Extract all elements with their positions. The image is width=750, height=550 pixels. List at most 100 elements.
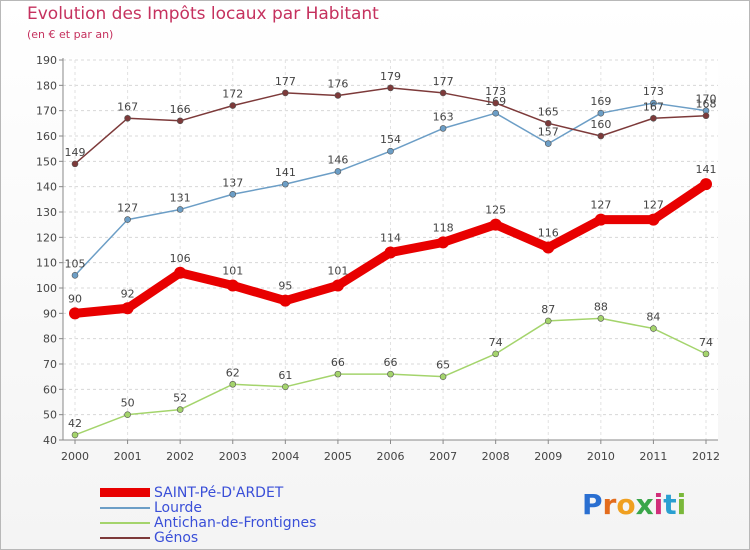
x-tick-label: 2000: [61, 450, 89, 463]
data-label: 173: [643, 85, 664, 98]
data-point: [594, 213, 607, 226]
x-tick-label: 2003: [219, 450, 247, 463]
x-tick-label: 2006: [377, 450, 405, 463]
data-label: 173: [485, 85, 506, 98]
data-point: [124, 216, 131, 223]
data-point: [597, 132, 605, 140]
data-point: [700, 178, 712, 191]
data-point: [334, 168, 342, 175]
data-label: 167: [117, 100, 138, 113]
data-label: 61: [278, 369, 292, 382]
data-point: [650, 325, 657, 332]
data-point: [176, 406, 184, 413]
data-label: 66: [331, 356, 345, 369]
legend-label: Lourde: [154, 499, 203, 516]
logo-letter: r: [602, 488, 617, 521]
data-label: 137: [222, 176, 243, 189]
data-point: [647, 213, 660, 226]
data-label: 166: [170, 103, 191, 116]
y-tick-label: 190: [36, 54, 57, 67]
legend-swatch: [100, 521, 150, 524]
legend: SAINT-Pé-D'ARDET Lourde Antichan-de-Fronti…: [100, 484, 317, 546]
data-point: [489, 218, 502, 231]
data-point: [226, 279, 239, 292]
data-label: 50: [121, 397, 135, 410]
y-tick-label: 130: [36, 206, 57, 219]
data-point: [439, 373, 447, 380]
data-point: [384, 246, 397, 259]
data-point: [334, 370, 342, 378]
logo-letter: i: [653, 488, 664, 521]
data-label: 74: [699, 336, 713, 349]
x-tick-label: 2010: [587, 450, 615, 463]
data-label: 169: [590, 95, 611, 108]
data-label: 141: [275, 166, 296, 179]
legend-swatch: [100, 506, 150, 509]
legend-label: SAINT-Pé-D'ARDET: [154, 484, 284, 501]
data-point: [69, 307, 81, 320]
chart-subtitle: (en € et par an): [27, 28, 114, 41]
x-tick-label: 2008: [482, 450, 510, 463]
y-tick-label: 50: [43, 409, 57, 422]
data-point: [71, 431, 79, 439]
y-tick-label: 170: [36, 105, 57, 118]
y-tick-label: 120: [36, 231, 57, 244]
y-tick-label: 100: [36, 282, 57, 295]
data-label: 66: [384, 356, 398, 369]
data-point: [229, 190, 237, 198]
data-point: [229, 102, 237, 109]
legend-swatch: [100, 488, 150, 497]
data-label: 52: [173, 392, 187, 405]
data-point: [282, 180, 289, 188]
data-label: 177: [275, 75, 296, 88]
y-tick-label: 40: [43, 434, 57, 447]
data-label: 172: [222, 88, 243, 101]
data-point: [544, 317, 552, 325]
x-tick-label: 2007: [429, 450, 457, 463]
data-label: 87: [541, 303, 555, 316]
data-point: [124, 114, 131, 122]
data-label: 116: [538, 226, 559, 239]
data-point: [702, 112, 710, 120]
data-label: 141: [696, 163, 717, 176]
y-tick-label: 160: [36, 130, 57, 143]
data-label: 125: [485, 204, 506, 217]
x-tick-label: 2012: [692, 450, 720, 463]
data-point: [71, 272, 79, 279]
data-label: 165: [538, 105, 559, 118]
data-point: [124, 411, 131, 418]
line-chart: 40 50 60 70 80 90 100 110 120 130 140 150 160 170 180 1…: [36, 54, 720, 463]
y-tick-label: 150: [36, 155, 57, 168]
x-tick-label: 2005: [324, 450, 352, 463]
data-point: [542, 241, 555, 254]
data-point: [439, 89, 447, 97]
data-label: 95: [278, 280, 292, 293]
data-label: 105: [65, 257, 86, 270]
data-label: 131: [170, 191, 191, 204]
data-point: [492, 99, 499, 107]
data-label: 92: [121, 287, 135, 300]
y-tick-label: 110: [36, 257, 57, 270]
data-label: 168: [696, 98, 717, 111]
data-point: [597, 315, 605, 322]
data-point: [597, 109, 605, 117]
y-tick-label: 60: [43, 383, 57, 396]
data-label: 84: [646, 311, 660, 324]
data-label: 74: [489, 336, 503, 349]
data-point: [702, 350, 710, 358]
legend-item: Lourde: [100, 499, 316, 516]
data-label: 146: [327, 153, 348, 166]
data-point: [387, 147, 394, 155]
data-label: 170: [696, 93, 717, 106]
legend-label: Antichan-de-Frontignes: [154, 514, 317, 531]
x-tick-label: 2009: [534, 450, 562, 463]
y-tick-label: 80: [43, 333, 57, 346]
data-label: 179: [380, 70, 401, 83]
data-label: 88: [594, 300, 608, 313]
data-point: [544, 120, 552, 127]
data-label: 127: [590, 199, 611, 212]
data-label: 157: [538, 126, 559, 139]
data-label: 101: [222, 264, 243, 277]
logo-letter: x: [635, 488, 654, 521]
data-point: [439, 125, 447, 132]
